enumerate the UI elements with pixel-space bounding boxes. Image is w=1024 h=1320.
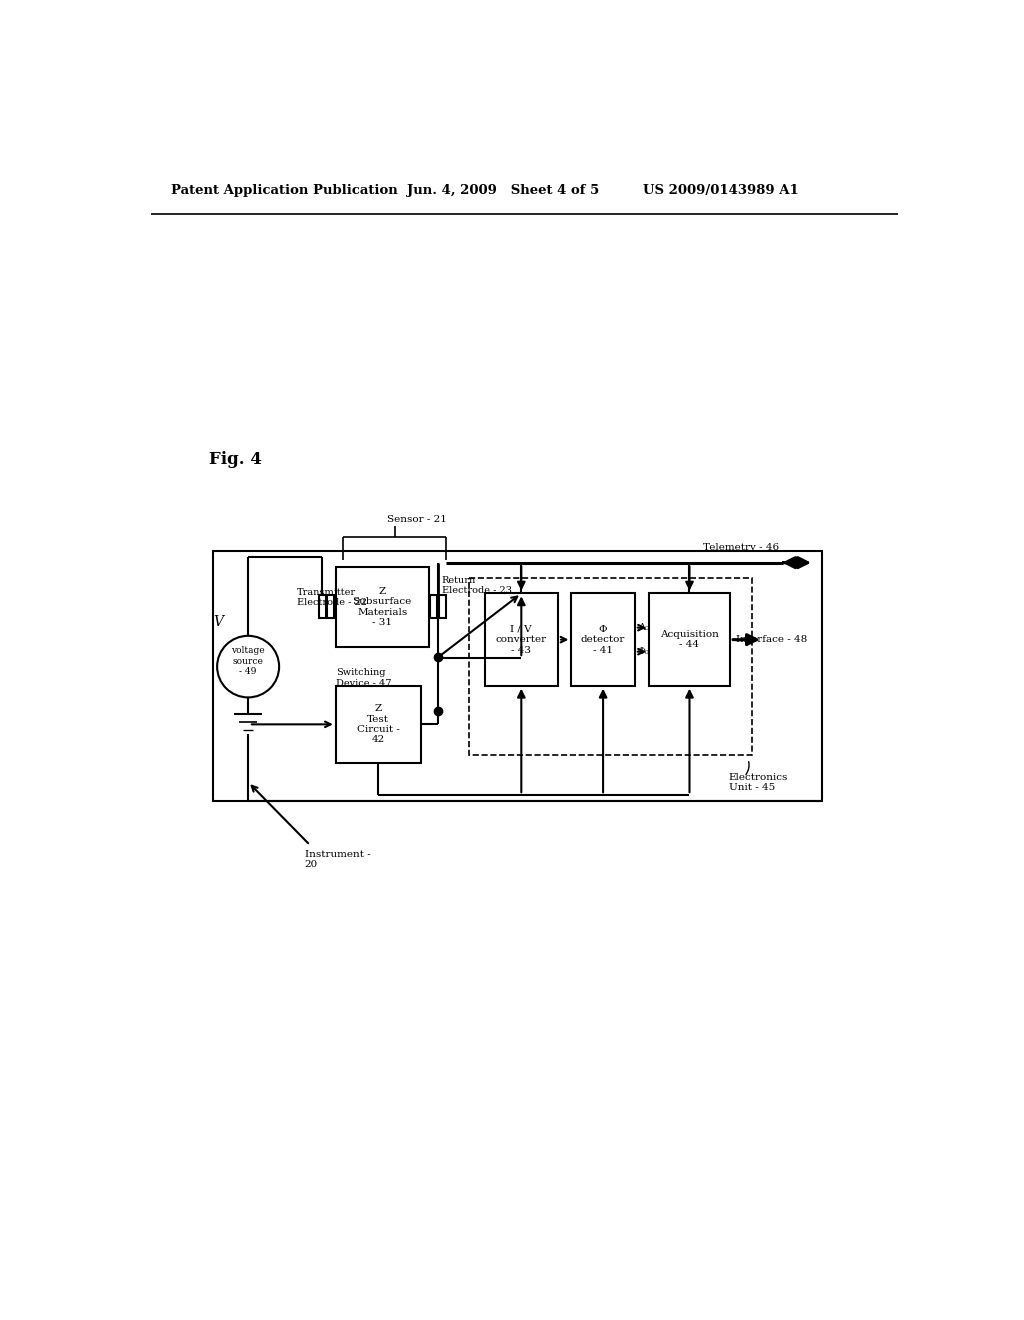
Text: I / V
converter
- 43: I / V converter - 43 (496, 624, 547, 655)
Text: Sensor - 21: Sensor - 21 (387, 515, 446, 524)
Text: Transmitter
Electrode - 22: Transmitter Electrode - 22 (297, 589, 367, 607)
Text: US 2009/0143989 A1: US 2009/0143989 A1 (643, 185, 799, 197)
Text: Acquisition
- 44: Acquisition - 44 (660, 630, 719, 649)
Text: Patent Application Publication: Patent Application Publication (171, 185, 397, 197)
Text: Z
Subsurface
Materials
- 31: Z Subsurface Materials - 31 (352, 587, 412, 627)
Bar (484, 594, 558, 686)
Text: Φ
detector
- 41: Φ detector - 41 (581, 624, 626, 655)
Text: Interface - 48: Interface - 48 (736, 635, 808, 644)
Bar (438, 595, 445, 619)
Text: Return
Electrode - 23: Return Electrode - 23 (442, 576, 512, 595)
Bar (469, 578, 752, 755)
Text: Telemetry - 46: Telemetry - 46 (703, 543, 779, 552)
Bar (649, 594, 730, 686)
Text: Z
Test
Circuit -
42: Z Test Circuit - 42 (357, 705, 399, 744)
Text: A₀: A₀ (638, 623, 649, 632)
Bar (213, 552, 821, 801)
Text: Electronics
Unit - 45: Electronics Unit - 45 (729, 774, 788, 792)
Bar (318, 595, 326, 619)
Text: Φ₀: Φ₀ (638, 647, 649, 656)
Text: Jun. 4, 2009   Sheet 4 of 5: Jun. 4, 2009 Sheet 4 of 5 (407, 185, 599, 197)
Text: Instrument -
20: Instrument - 20 (305, 850, 371, 870)
Bar (571, 594, 635, 686)
Text: Switching
Device - 47: Switching Device - 47 (336, 668, 391, 688)
Bar (328, 595, 334, 619)
Bar (336, 566, 429, 647)
Bar (430, 595, 437, 619)
Bar (336, 686, 421, 763)
Text: Fig. 4: Fig. 4 (209, 451, 262, 469)
Circle shape (217, 636, 280, 697)
Text: V: V (214, 615, 223, 628)
Text: voltage
source
- 49: voltage source - 49 (231, 647, 265, 676)
